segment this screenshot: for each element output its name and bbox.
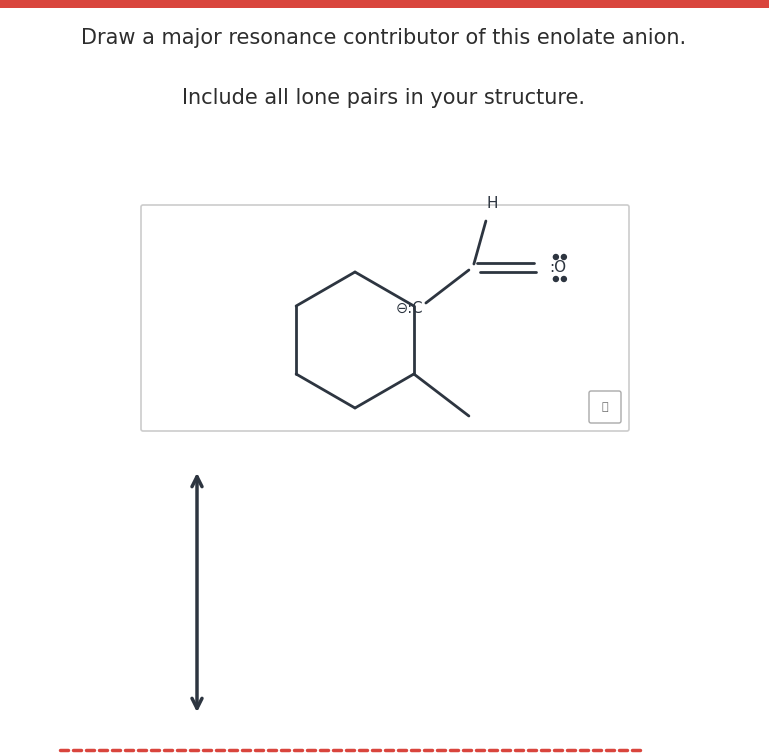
- Text: H: H: [486, 196, 498, 210]
- Circle shape: [554, 277, 558, 281]
- Text: ⊖:C: ⊖:C: [396, 300, 424, 315]
- Text: Include all lone pairs in your structure.: Include all lone pairs in your structure…: [182, 88, 585, 108]
- Text: ⌕: ⌕: [601, 402, 608, 412]
- Circle shape: [561, 255, 567, 259]
- Circle shape: [561, 277, 567, 281]
- Text: Draw a major resonance contributor of this enolate anion.: Draw a major resonance contributor of th…: [82, 28, 687, 48]
- Circle shape: [554, 255, 558, 259]
- Text: :O: :O: [549, 261, 566, 275]
- FancyBboxPatch shape: [141, 205, 629, 431]
- Bar: [0, 0, 769, 8]
- FancyBboxPatch shape: [589, 391, 621, 423]
